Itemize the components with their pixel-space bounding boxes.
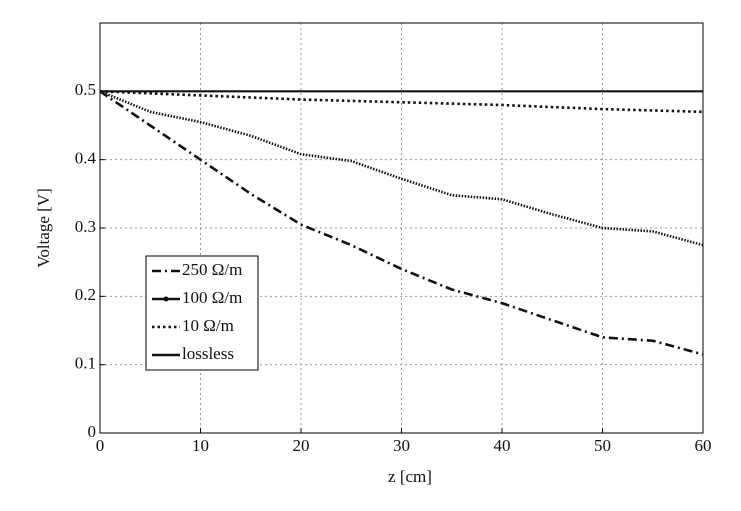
x-tick-label: 40 [494, 436, 511, 455]
legend: 250 Ω/m 100 Ω/m 10 Ω/m lossless [145, 255, 259, 371]
x-axis-label: z [cm] [388, 467, 432, 486]
x-tick-label: 60 [695, 436, 712, 455]
series-line [99, 90, 704, 114]
y-axis-label: Voltage [V] [34, 188, 53, 267]
legend-label: 10 Ω/m [182, 316, 234, 335]
y-tick-label: 0.1 [75, 354, 96, 373]
y-tick-label: 0.2 [75, 285, 96, 304]
x-tick-label: 0 [96, 436, 105, 455]
y-tick-label: 0.4 [75, 149, 97, 168]
series-line [99, 90, 704, 356]
series-line [99, 90, 704, 247]
y-tick-label: 0 [88, 422, 97, 441]
x-tick-label: 20 [293, 436, 310, 455]
x-tick-label: 50 [594, 436, 611, 455]
legend-label: 100 Ω/m [182, 288, 242, 307]
plot-frame [99, 22, 704, 434]
legend-box [145, 255, 259, 371]
legend-label: 250 Ω/m [182, 260, 242, 279]
legend-label: lossless [182, 344, 234, 363]
x-tick-label: 30 [393, 436, 410, 455]
y-tick-label: 0.3 [75, 217, 96, 236]
legend-marker [163, 296, 169, 302]
y-tick-label: 0.5 [75, 80, 96, 99]
x-tick-label: 10 [192, 436, 209, 455]
